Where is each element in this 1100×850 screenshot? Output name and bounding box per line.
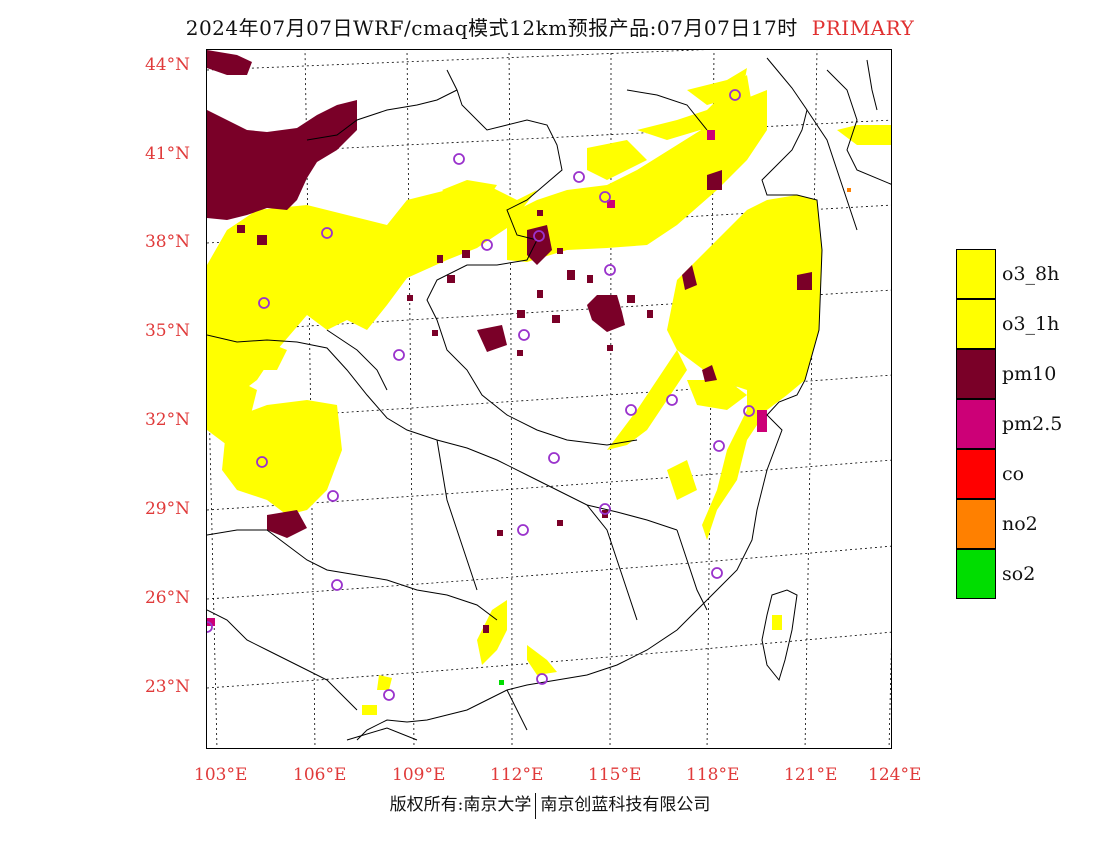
lat-label-41: 41°N xyxy=(144,144,190,164)
no2-speck xyxy=(847,188,851,192)
lat-label-23: 23°N xyxy=(144,677,190,697)
map-title-tag: PRIMARY xyxy=(811,16,915,40)
copyright-left: 版权所有:南京大学 xyxy=(389,795,532,815)
legend-swatch-co xyxy=(956,449,996,499)
monitoring-stations xyxy=(207,89,755,701)
legend-item-co: co xyxy=(956,449,1100,499)
legend-label-pm25: pm2.5 xyxy=(1002,413,1063,435)
lat-label-44: 44°N xyxy=(144,55,190,75)
legend-swatch-no2 xyxy=(956,499,996,549)
map-title: 2024年07月07日WRF/cmaq模式12km预报产品:07月07日17时 P… xyxy=(0,12,1100,41)
legend-label-so2: so2 xyxy=(1002,563,1036,585)
copyright: 版权所有:南京大学 南京创蓝科技有限公司 xyxy=(0,790,1100,819)
lon-label-109: 109°E xyxy=(392,765,446,785)
legend-label-pm10: pm10 xyxy=(1002,363,1057,385)
legend-item-so2: so2 xyxy=(956,549,1100,599)
lat-label-29: 29°N xyxy=(144,499,190,519)
o3-layer xyxy=(207,68,891,715)
legend-label-o3-1h: o3_1h xyxy=(1002,313,1060,335)
pm10-layer xyxy=(207,50,812,538)
lon-label-103: 103°E xyxy=(194,765,248,785)
map-title-main: 2024年07月07日WRF/cmaq模式12km预报产品:07月07日17时 xyxy=(185,16,798,40)
pollution-map xyxy=(207,50,891,748)
legend-swatch-o3-8h xyxy=(956,249,996,299)
legend-item-pm25: pm2.5 xyxy=(956,399,1100,449)
legend-swatch-o3-1h xyxy=(956,299,996,349)
lat-label-26: 26°N xyxy=(144,588,190,608)
lon-label-106: 106°E xyxy=(293,765,347,785)
legend-label-co: co xyxy=(1002,463,1025,485)
pm25-layer xyxy=(207,130,767,626)
copyright-separator xyxy=(535,792,537,819)
legend-swatch-pm10 xyxy=(956,349,996,399)
legend: o3_8h o3_1h pm10 pm2.5 co no2 so2 xyxy=(956,249,1100,599)
legend-swatch-so2 xyxy=(956,549,996,599)
pm10-specks xyxy=(237,210,653,633)
legend-swatch-pm25 xyxy=(956,399,996,449)
lon-label-124: 124°E xyxy=(868,765,922,785)
lon-label-112: 112°E xyxy=(490,765,544,785)
lon-label-115: 115°E xyxy=(588,765,642,785)
copyright-right: 南京创蓝科技有限公司 xyxy=(540,795,711,815)
lat-label-32: 32°N xyxy=(144,410,190,430)
legend-label-o3-8h: o3_8h xyxy=(1002,263,1060,285)
map-panel xyxy=(206,49,892,749)
lon-label-121: 121°E xyxy=(784,765,838,785)
legend-item-o3-8h: o3_8h xyxy=(956,249,1100,299)
lat-label-35: 35°N xyxy=(144,321,190,341)
legend-label-no2: no2 xyxy=(1002,513,1038,535)
legend-item-pm10: pm10 xyxy=(956,349,1100,399)
so2-speck xyxy=(499,680,504,685)
legend-item-o3-1h: o3_1h xyxy=(956,299,1100,349)
lon-label-118: 118°E xyxy=(686,765,740,785)
legend-item-no2: no2 xyxy=(956,499,1100,549)
lat-label-38: 38°N xyxy=(144,232,190,252)
boundaries xyxy=(207,57,891,741)
